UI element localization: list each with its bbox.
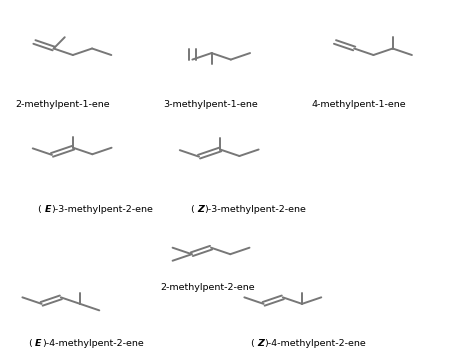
Text: 2-methylpent-2-ene: 2-methylpent-2-ene bbox=[161, 282, 255, 291]
Text: (: ( bbox=[250, 339, 254, 348]
Text: E: E bbox=[45, 205, 51, 213]
Text: 3-methylpent-1-ene: 3-methylpent-1-ene bbox=[164, 100, 258, 109]
Text: )-4-methylpent-2-ene: )-4-methylpent-2-ene bbox=[42, 339, 144, 348]
Text: )-3-methylpent-2-ene: )-3-methylpent-2-ene bbox=[204, 205, 306, 213]
Text: Z: Z bbox=[197, 205, 204, 213]
Text: (: ( bbox=[37, 205, 41, 213]
Text: E: E bbox=[35, 339, 42, 348]
Text: )-4-methylpent-2-ene: )-4-methylpent-2-ene bbox=[264, 339, 366, 348]
Text: Z: Z bbox=[257, 339, 264, 348]
Text: (: ( bbox=[28, 339, 32, 348]
Text: 2-methylpent-1-ene: 2-methylpent-1-ene bbox=[16, 100, 110, 109]
Text: 4-methylpent-1-ene: 4-methylpent-1-ene bbox=[311, 100, 406, 109]
Text: )-3-methylpent-2-ene: )-3-methylpent-2-ene bbox=[51, 205, 153, 213]
Text: (: ( bbox=[190, 205, 194, 213]
